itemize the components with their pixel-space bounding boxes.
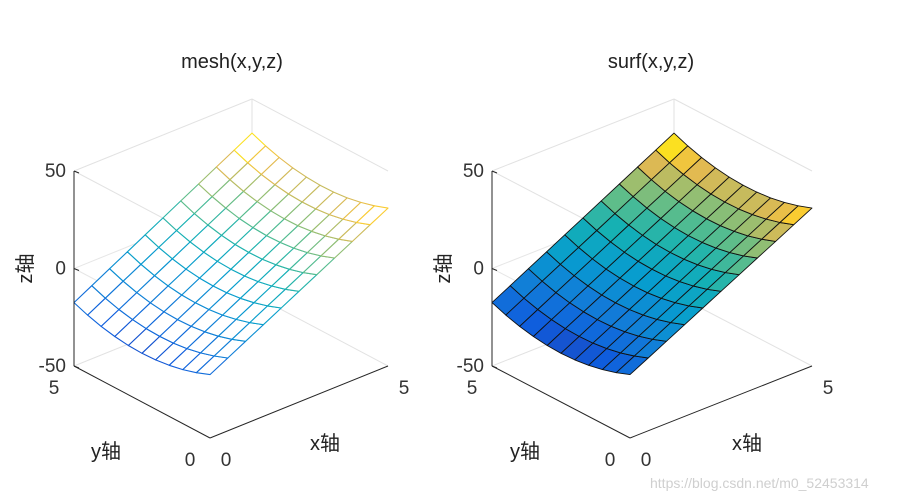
z-tick — [491, 268, 498, 271]
y-tick-label: 0 — [185, 450, 196, 471]
y-axis-label: y轴 — [510, 440, 540, 463]
z-axis-label: z轴 — [14, 254, 37, 284]
axis-line — [491, 365, 631, 439]
box-edge — [73, 98, 253, 172]
y-axis-label: y轴 — [91, 440, 121, 463]
z-tick-label: 50 — [45, 161, 66, 182]
surface-face — [356, 205, 389, 226]
z-tick — [73, 365, 80, 369]
x-tick-label: 0 — [221, 450, 232, 471]
x-tick-label: 5 — [823, 378, 834, 399]
chart-title: surf(x,y,z) — [608, 51, 694, 73]
z-tick — [73, 170, 80, 174]
x-axis-label: x轴 — [310, 432, 340, 455]
y-tick-label: 0 — [605, 450, 616, 471]
y-tick-label: 5 — [467, 378, 478, 399]
axis-line — [209, 365, 389, 439]
axis-line — [73, 365, 211, 439]
box-edge — [673, 98, 813, 172]
z-tick — [491, 170, 498, 174]
surface-face — [779, 205, 813, 226]
x-tick-label: 5 — [399, 378, 410, 399]
box-edge — [251, 98, 389, 172]
x-axis-label: x轴 — [732, 432, 762, 455]
z-tick-label: 0 — [55, 259, 66, 280]
z-tick — [73, 268, 80, 271]
box-edge — [491, 98, 675, 172]
watermark: https://blog.csdn.net/m0_52453314 — [650, 475, 869, 491]
x-tick-label: 0 — [641, 450, 652, 471]
axis-line — [629, 365, 813, 439]
z-tick — [491, 365, 498, 369]
z-axis-label: z轴 — [432, 254, 455, 284]
z-tick-label: 0 — [473, 259, 484, 280]
y-tick-label: 5 — [49, 378, 60, 399]
z-tick-label: -50 — [39, 356, 66, 377]
z-tick-label: 50 — [463, 161, 484, 182]
z-tick-label: -50 — [457, 356, 484, 377]
chart-title: mesh(x,y,z) — [181, 51, 283, 73]
